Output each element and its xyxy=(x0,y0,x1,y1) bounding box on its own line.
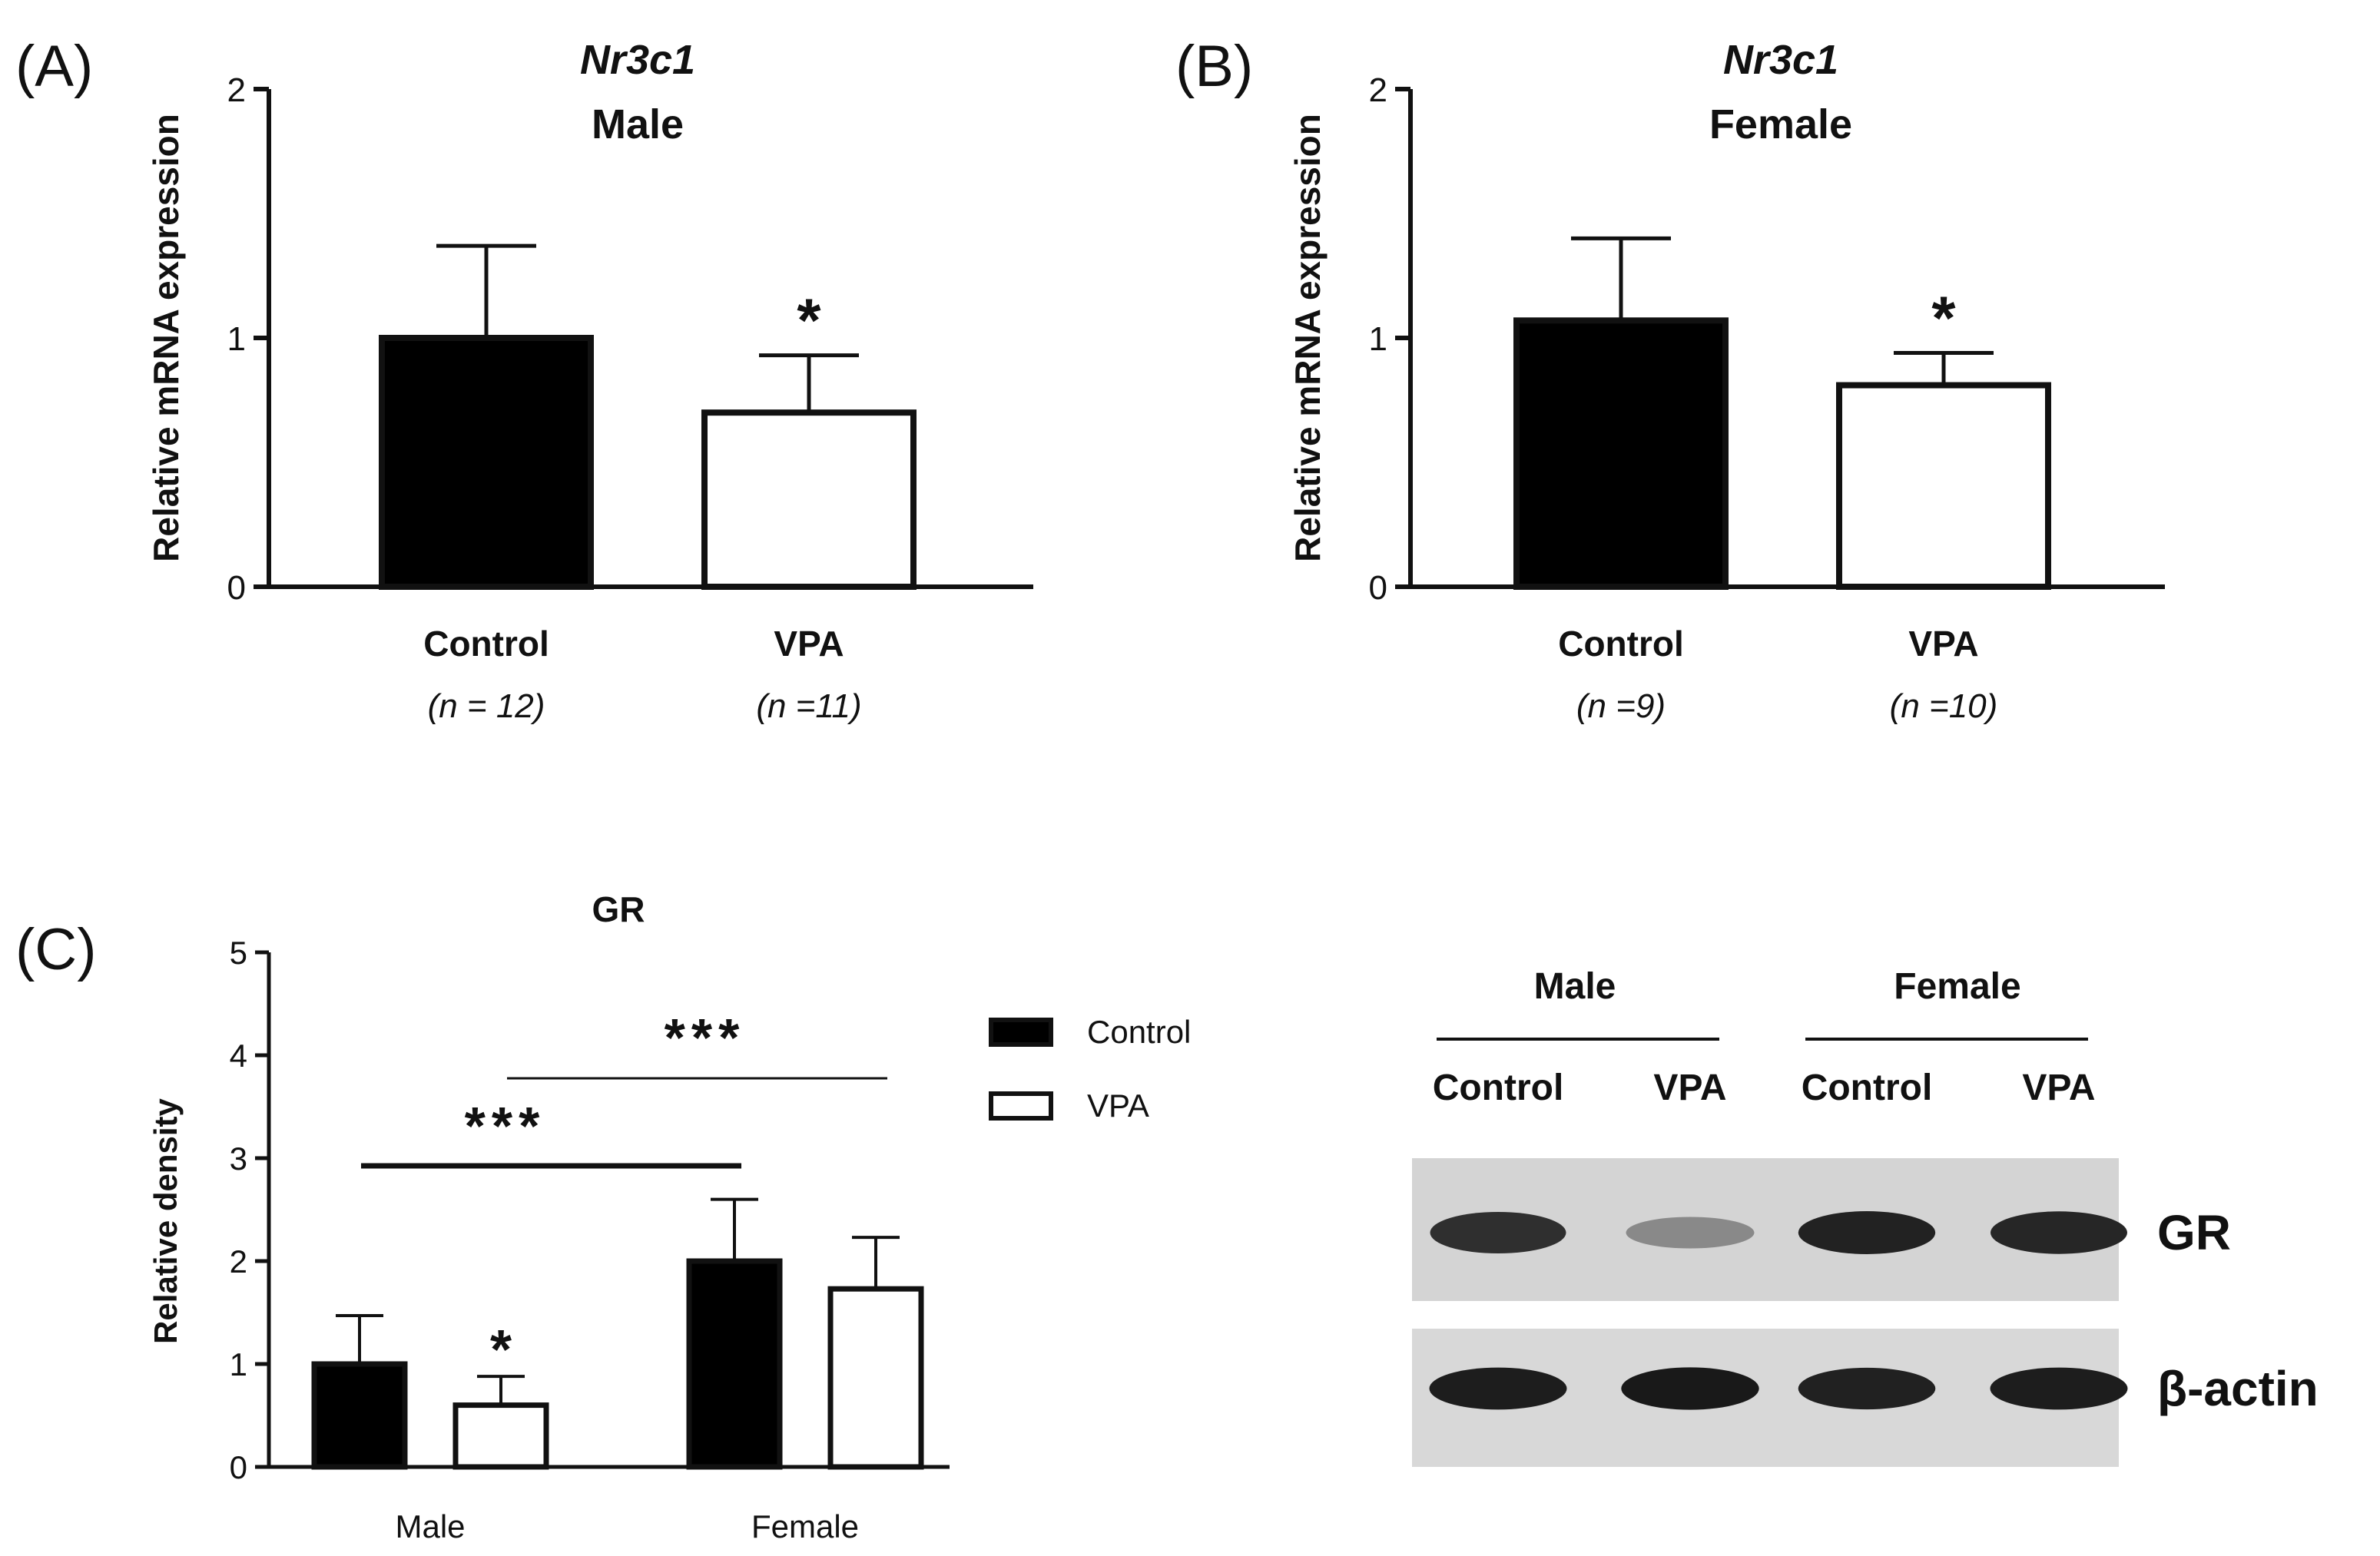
panel-a-bars: * xyxy=(379,243,917,591)
bar-vpa xyxy=(1836,382,2051,590)
y-tick-label: 1 xyxy=(227,320,246,358)
panel-b-yticks: 0 1 2 xyxy=(1369,71,2165,607)
y-tick-label: 2 xyxy=(227,71,246,109)
y-tick-label: 1 xyxy=(1369,320,1387,358)
n-label: (n = 12) xyxy=(428,687,545,725)
blot-band xyxy=(1990,1367,2128,1410)
category-label: Control xyxy=(1558,624,1684,664)
category-label: Male xyxy=(395,1508,465,1544)
blot-band xyxy=(1798,1211,1936,1254)
blot-band xyxy=(1798,1367,1936,1410)
bar-female-vpa xyxy=(827,1286,924,1470)
blot-lane-4: VPA xyxy=(2022,1068,2095,1108)
legend-swatch-vpa xyxy=(989,1091,1053,1121)
panel-b-categories: Control (n =9) VPA (n =10) xyxy=(1558,624,1997,725)
y-tick-label: 4 xyxy=(230,1038,247,1074)
legend-label: Control xyxy=(1087,1014,1191,1050)
blot-band xyxy=(1430,1211,1566,1254)
panel-a-title: Nr3c1 xyxy=(580,37,695,83)
blot-row-label: GR xyxy=(2157,1205,2231,1260)
blot-lane-2: VPA xyxy=(1653,1068,1726,1108)
n-label: (n =9) xyxy=(1576,687,1666,725)
significance-label: * xyxy=(490,1319,512,1381)
legend-label: VPA xyxy=(1087,1088,1149,1124)
blot-band xyxy=(1991,1211,2127,1254)
panel-a: (A) Nr3c1 Male Relative mRNA expression … xyxy=(15,34,1033,725)
panel-b: (B) Nr3c1 Female Relative mRNA expressio… xyxy=(1175,34,2165,725)
panel-a-subtitle: Male xyxy=(592,101,684,147)
category-label: Female xyxy=(751,1508,859,1544)
panel-c-ylabel: Relative density xyxy=(148,1097,184,1343)
panel-a-label: (A) xyxy=(15,34,93,99)
blot-band xyxy=(1626,1217,1755,1249)
blot-band xyxy=(1429,1367,1567,1410)
blot-group-male: Male xyxy=(1534,966,1616,1007)
bar-control xyxy=(379,335,594,590)
panel-c-brackets: *** *** xyxy=(361,1008,887,1169)
y-tick-label: 3 xyxy=(230,1141,247,1177)
category-label: VPA xyxy=(1908,624,1978,664)
panel-b-title: Nr3c1 xyxy=(1723,37,1838,83)
blot-band xyxy=(1621,1367,1759,1410)
y-tick-label: 0 xyxy=(230,1449,247,1485)
blot-rows: GR β-actin xyxy=(1412,1158,2319,1467)
significance-label: * xyxy=(797,286,821,355)
blot-lane-1: Control xyxy=(1433,1068,1564,1108)
y-tick-label: 0 xyxy=(1369,569,1387,607)
bar-male-control xyxy=(311,1361,408,1470)
y-tick-label: 2 xyxy=(230,1243,247,1280)
y-tick-label: 5 xyxy=(230,935,247,971)
category-label: Control xyxy=(423,624,549,664)
y-tick-label: 0 xyxy=(227,569,246,607)
panel-a-ylabel: Relative mRNA expression xyxy=(146,114,186,562)
n-label: (n =11) xyxy=(756,687,861,725)
bar-vpa xyxy=(701,409,917,591)
panel-c-label: (C) xyxy=(15,917,97,982)
bracket-label: *** xyxy=(465,1096,546,1156)
category-label: VPA xyxy=(774,624,844,664)
y-tick-label: 1 xyxy=(230,1346,247,1382)
panel-c-bars: * xyxy=(311,1197,924,1470)
panel-b-ylabel: Relative mRNA expression xyxy=(1288,114,1328,562)
n-label: (n =10) xyxy=(1890,687,1998,725)
panel-b-bars: * xyxy=(1513,236,2051,590)
bar-male-vpa xyxy=(452,1402,549,1470)
bar-female-control xyxy=(686,1258,783,1470)
blot-lane-3: Control xyxy=(1802,1068,1933,1108)
panel-c-categories: Male Female xyxy=(395,1508,859,1544)
blot-group-female: Female xyxy=(1894,966,2020,1007)
panel-c-legend: Control VPA xyxy=(989,1014,1191,1124)
bar-control xyxy=(1513,317,1729,590)
panel-b-label: (B) xyxy=(1175,34,1253,99)
panel-a-categories: Control (n = 12) VPA (n =11) xyxy=(423,624,861,725)
panel-c-title: GR xyxy=(592,889,645,929)
western-blot: Male Female Control VPA Control VPA GR β-… xyxy=(1412,966,2319,1467)
significance-label: * xyxy=(1931,283,1956,352)
bracket-label: *** xyxy=(665,1008,746,1068)
panel-b-subtitle: Female xyxy=(1709,101,1852,147)
y-tick-label: 2 xyxy=(1369,71,1387,109)
legend-swatch-control xyxy=(989,1018,1053,1047)
blot-row-label: β-actin xyxy=(2157,1361,2319,1416)
